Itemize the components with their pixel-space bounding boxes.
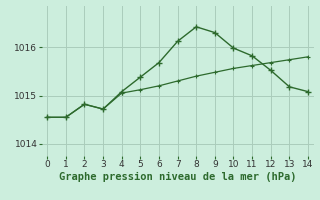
X-axis label: Graphe pression niveau de la mer (hPa): Graphe pression niveau de la mer (hPa): [59, 172, 296, 182]
